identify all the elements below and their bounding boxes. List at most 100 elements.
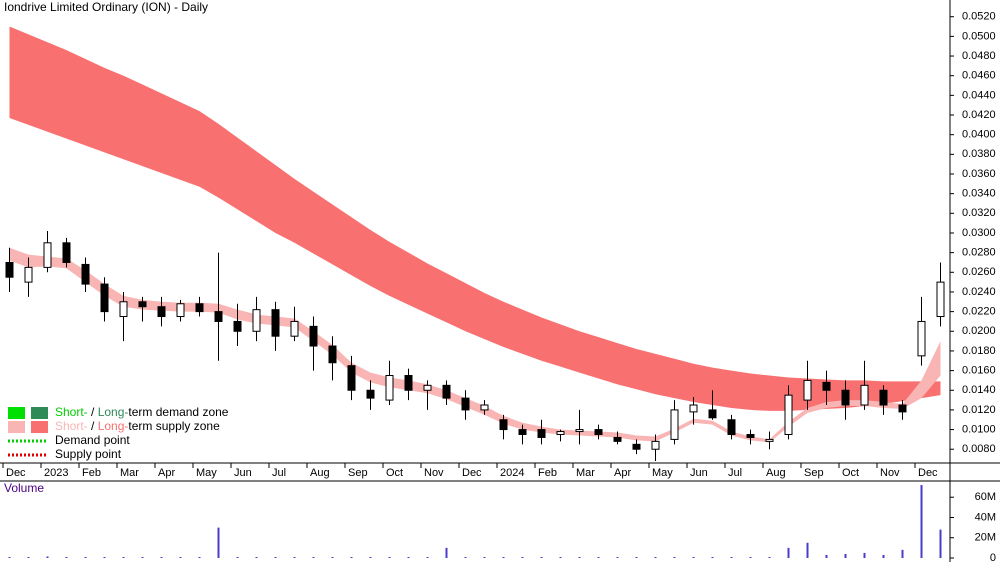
volume-bar — [787, 547, 790, 558]
x-tick-label: Feb — [538, 467, 557, 479]
x-tick-label: Oct — [842, 467, 859, 479]
volume-bar — [844, 553, 847, 558]
y-tick-label: 0.0520 — [962, 11, 996, 23]
volume-bar — [65, 556, 68, 558]
candle-body — [214, 311, 223, 322]
candle-body — [62, 242, 71, 263]
y-tick-label: 0.0360 — [962, 168, 996, 180]
candle-body — [366, 389, 375, 399]
candle-body — [499, 419, 508, 431]
y-tick-label: 0.0320 — [962, 207, 996, 219]
y-tick-label: 60M — [975, 491, 996, 503]
y-tick-label: 0.0500 — [962, 30, 996, 42]
candle-body — [822, 381, 831, 391]
volume-bar — [654, 556, 657, 558]
candle-body — [746, 433, 755, 438]
y-tick-label: 0.0080 — [962, 443, 996, 455]
x-tick-label: Dec — [462, 467, 482, 479]
y-tick-label: 0.0140 — [962, 384, 996, 396]
candle-body — [594, 429, 603, 435]
candle-body — [347, 365, 356, 391]
candle-body — [860, 384, 869, 406]
volume-bar — [578, 556, 581, 558]
x-tick-label: Feb — [82, 467, 101, 479]
candle-body — [670, 409, 679, 440]
candle-body — [575, 429, 584, 433]
chart-title: Iondrive Limited Ordinary (ION) - Daily — [4, 0, 208, 14]
legend-text: term demand zone — [128, 405, 228, 419]
x-tick-label: Dec — [6, 467, 26, 479]
candle-body — [480, 404, 489, 411]
volume-bar — [749, 556, 752, 558]
legend-text: Supply point — [55, 447, 122, 461]
y-tick-label: 0.0460 — [962, 70, 996, 82]
x-tick-label: May — [652, 467, 673, 479]
y-tick-label: 0.0240 — [962, 286, 996, 298]
volume-bar — [236, 556, 239, 558]
x-tick-label: Apr — [614, 467, 631, 479]
volume-bar — [103, 556, 106, 558]
y-tick-label: 0.0160 — [962, 365, 996, 377]
volume-bar — [692, 556, 695, 558]
y-tick-label: 0 — [990, 552, 996, 562]
volume-bar — [160, 556, 163, 558]
candle-body — [176, 303, 185, 318]
volume-bar — [331, 556, 334, 558]
x-tick-label: Oct — [386, 467, 403, 479]
y-tick-label: 40M — [975, 511, 996, 523]
y-tick-label: 0.0260 — [962, 266, 996, 278]
volume-bar — [711, 556, 714, 558]
candle-body — [613, 436, 622, 442]
volume-bar — [730, 556, 733, 558]
candle-body — [195, 303, 204, 313]
x-tick-label: Sep — [348, 467, 368, 479]
candle-body — [632, 443, 641, 450]
candle-body — [404, 375, 413, 391]
volume-bar — [255, 556, 258, 558]
legend-text: Long- — [98, 405, 129, 419]
candle-body — [708, 409, 717, 419]
candle-body — [271, 309, 280, 337]
candle-body — [24, 266, 33, 283]
candle-body — [309, 325, 318, 347]
x-tick-label: Jun — [690, 467, 708, 479]
y-tick-label: 0.0300 — [962, 227, 996, 239]
y-tick-label: 0.0280 — [962, 247, 996, 259]
candle-body — [727, 419, 736, 435]
y-tick-label: 0.0340 — [962, 188, 996, 200]
candle-body — [290, 320, 299, 337]
volume-bar — [388, 556, 391, 558]
legend-text: Demand point — [55, 433, 130, 447]
y-tick-label: 0.0220 — [962, 306, 996, 318]
candle-body — [803, 379, 812, 401]
legend-label: Short- / Long-term demand zone — [55, 405, 229, 419]
x-tick-label: Jul — [272, 467, 286, 479]
volume-bar — [27, 556, 30, 558]
volume-bar — [616, 556, 619, 558]
volume-bar — [293, 556, 296, 558]
legend-text: Short- — [55, 419, 88, 433]
volume-bar — [540, 556, 543, 558]
volume-bar — [198, 556, 201, 558]
y-tick-label: 0.0120 — [962, 404, 996, 416]
candle-body — [43, 242, 52, 268]
x-tick-label: Aug — [766, 467, 786, 479]
y-tick-label: 0.0200 — [962, 325, 996, 337]
volume-bar — [217, 527, 220, 558]
x-tick-label: 2023 — [44, 467, 68, 479]
volume-bar — [122, 556, 125, 558]
volume-bar — [407, 556, 410, 558]
volume-bar — [8, 556, 11, 558]
candle-body — [917, 320, 926, 357]
x-tick-label: May — [196, 467, 217, 479]
legend-label: Short- / Long-term supply zone — [55, 419, 220, 433]
y-tick-label: 0.0380 — [962, 148, 996, 160]
candle-body — [784, 394, 793, 435]
volume-bar — [84, 556, 87, 558]
y-tick-label: 0.0400 — [962, 129, 996, 141]
candle-body — [537, 429, 546, 438]
legend-swatch — [31, 421, 48, 433]
x-tick-label: Sep — [804, 467, 824, 479]
legend-swatch — [8, 421, 25, 433]
